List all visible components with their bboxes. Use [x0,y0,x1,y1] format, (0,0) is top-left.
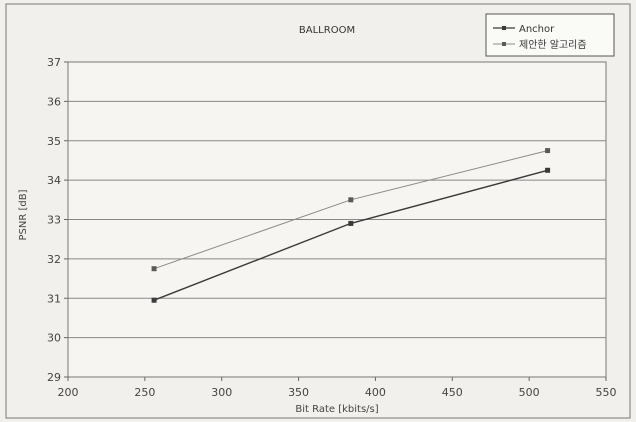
legend-box [485,13,615,57]
tick-label-y-35: 35 [47,135,61,148]
data-point-anchor-1 [348,220,354,226]
data-point-anchor-2 [545,167,551,173]
tick-label-x-350: 350 [288,386,309,399]
x-axis-label: Bit Rate [kbits/s] [295,404,378,415]
figure-border [5,3,631,419]
tick-label-x-500: 500 [519,386,540,399]
legend-label-anchor: Anchor [519,24,555,35]
tick-label-y-32: 32 [47,253,61,266]
y-axis-label: PSNR [dB] [18,189,29,240]
y-axis-ticks: 29 30 31 32 33 34 35 36 37 [47,56,68,384]
legend: Anchor 제안한 알고리즘 [485,13,615,57]
tick-label-x-250: 250 [134,386,155,399]
series-layer [151,148,551,303]
data-point-proposed-0 [151,266,157,272]
x-axis-ticks: 200 250 300 350 400 450 500 550 [58,377,617,399]
data-point-proposed-2 [545,148,551,154]
tick-label-y-33: 33 [47,214,61,227]
tick-label-x-400: 400 [365,386,386,399]
tick-label-y-36: 36 [47,95,61,108]
tick-label-x-450: 450 [442,386,463,399]
legend-label-proposed: 제안한 알고리즘 [519,39,587,51]
tick-label-y-29: 29 [47,371,61,384]
legend-point-anchor [502,26,506,30]
tick-label-x-300: 300 [211,386,232,399]
tick-label-y-37: 37 [47,56,61,69]
chart-title: BALLROOM [299,25,355,36]
data-point-anchor-0 [151,297,157,303]
tick-label-y-31: 31 [47,292,61,305]
tick-label-x-550: 550 [596,386,617,399]
tick-label-x-200: 200 [58,386,79,399]
tick-label-y-30: 30 [47,332,61,345]
tick-label-y-34: 34 [47,174,61,187]
data-point-proposed-1 [348,197,354,203]
legend-point-proposed [502,42,506,46]
